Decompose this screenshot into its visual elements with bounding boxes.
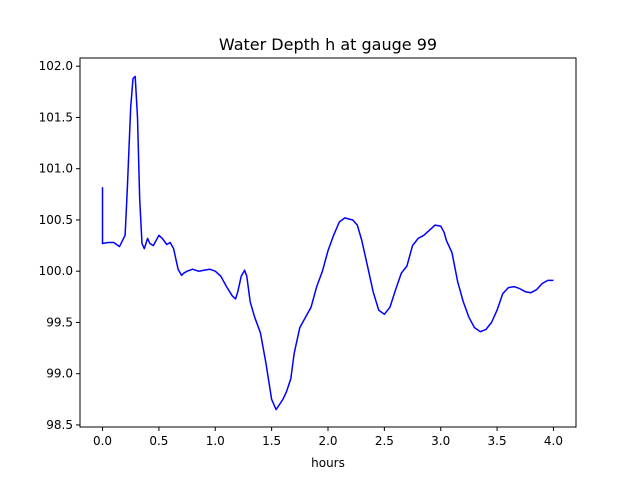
y-tick-label: 100.5 <box>39 213 73 227</box>
y-tick-label: 102.0 <box>39 59 73 73</box>
x-tick-label: 1.0 <box>206 434 225 448</box>
x-tick-label: 3.5 <box>488 434 507 448</box>
series-layer <box>101 75 554 411</box>
plot-frame <box>79 57 577 428</box>
x-tick-label: 2.5 <box>375 434 394 448</box>
x-tick-label: 1.5 <box>262 434 281 448</box>
x-tick-label: 3.0 <box>431 434 450 448</box>
y-tick-label: 100.0 <box>39 264 73 278</box>
x-tick-label: 0.5 <box>149 434 168 448</box>
x-axis-label: hours <box>311 456 345 470</box>
y-tick-label: 99.5 <box>46 315 73 329</box>
y-tick-label: 99.0 <box>46 367 73 381</box>
y-axis-ticks: 98.5 99.0 99.5 100.0 100.5 101.0 101.5 102.0 <box>39 59 80 432</box>
x-tick-label: 0.0 <box>93 434 112 448</box>
series-line-h <box>101 75 554 411</box>
y-tick-label: 101.5 <box>39 110 73 124</box>
y-tick-label: 98.5 <box>46 418 73 432</box>
x-axis-ticks: 0.0 0.5 1.0 1.5 2.0 2.5 3.0 3.5 4.0 <box>93 427 563 448</box>
x-tick-label: 2.0 <box>318 434 337 448</box>
x-tick-label: 4.0 <box>544 434 563 448</box>
y-tick-label: 101.0 <box>39 162 73 176</box>
chart-title: Water Depth h at gauge 99 <box>219 35 437 54</box>
